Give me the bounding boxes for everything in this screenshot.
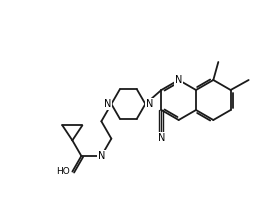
Text: N: N	[175, 75, 182, 85]
Text: HO: HO	[56, 167, 70, 176]
Text: N: N	[146, 99, 153, 109]
Text: N: N	[104, 99, 111, 109]
Text: N: N	[98, 151, 105, 161]
Text: N: N	[158, 133, 165, 143]
